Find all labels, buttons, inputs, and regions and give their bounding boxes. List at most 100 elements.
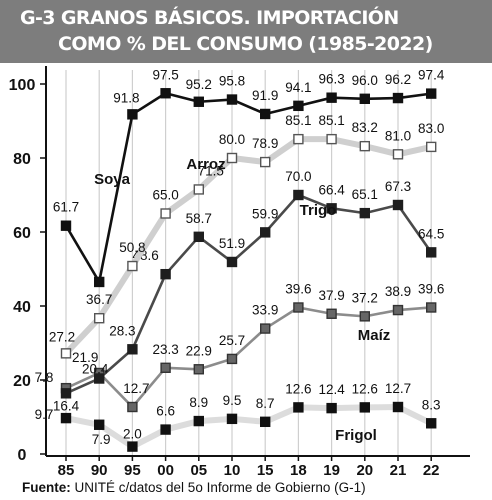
data-label-trigo: 16.4 (53, 398, 80, 413)
data-label-maiz: 37.9 (318, 288, 344, 303)
series-line-arroz (63, 136, 432, 356)
data-label-arroz: 65.0 (152, 188, 178, 203)
data-label-arroz: 83.0 (418, 121, 444, 136)
data-label-trigo: 66.4 (318, 182, 345, 197)
data-label-arroz: 85.1 (318, 113, 344, 128)
data-point-frigol (392, 401, 404, 413)
data-label-trigo: 64.5 (418, 226, 444, 241)
data-point-soya (392, 92, 404, 104)
data-point-maiz (260, 323, 271, 334)
data-label-maiz: 33.9 (252, 303, 278, 318)
data-label-soya: 96.0 (352, 73, 378, 88)
data-point-arroz (426, 141, 437, 153)
data-label-arroz: 81.0 (385, 128, 411, 143)
data-point-soya (93, 276, 105, 288)
data-point-soya (426, 88, 437, 99)
data-label-arroz: 50.8 (119, 240, 145, 255)
x-tick-label: 22 (423, 462, 440, 479)
data-label-maiz: 7.8 (35, 370, 54, 385)
chart-title-line1: G-3 GRANOS BÁSICOS. IMPORTACIÓN (20, 7, 399, 29)
data-point-trigo (127, 344, 138, 355)
data-point-frigol (127, 441, 138, 452)
data-point-trigo (60, 388, 72, 399)
data-point-frigol (160, 424, 171, 435)
data-label-frigol: 9.5 (223, 393, 242, 408)
series-name-soya: Soya (94, 171, 131, 188)
data-label-arroz: 85.1 (285, 113, 311, 128)
data-label-frigol: 9.7 (35, 407, 54, 422)
data-point-arroz (326, 133, 337, 145)
y-tick-label: 0 (18, 447, 27, 464)
data-label-soya: 95.2 (186, 77, 212, 92)
data-point-arroz (226, 152, 238, 164)
data-label-trigo: 20.4 (82, 362, 109, 377)
data-point-maiz (326, 308, 337, 319)
data-point-arroz (160, 208, 171, 219)
data-point-trigo (392, 199, 404, 211)
series-name-arroz: Arroz (186, 156, 225, 173)
data-label-arroz: 78.9 (252, 136, 278, 151)
data-point-arroz (260, 156, 271, 168)
data-point-maiz (160, 362, 171, 373)
data-label-trigo: 70.0 (285, 169, 311, 184)
y-tick-label: 80 (13, 151, 31, 168)
data-label-trigo: 58.7 (186, 211, 212, 226)
data-label-maiz: 25.7 (219, 333, 245, 348)
chart-title-line2: COMO % DEL CONSUMO (1985-2022) (58, 33, 433, 55)
data-point-arroz (60, 348, 72, 359)
data-label-trigo: 59.9 (252, 206, 278, 221)
series-name-trigo: Trigo (300, 202, 337, 219)
data-label-frigol: 8.9 (189, 395, 208, 410)
data-point-soya (127, 109, 138, 120)
data-point-arroz (93, 313, 105, 324)
data-label-frigol: 6.6 (156, 404, 175, 419)
data-point-frigol (359, 402, 370, 413)
data-label-trigo: 67.3 (385, 179, 411, 194)
data-point-arroz (293, 133, 304, 145)
series-name-frigol: Frigol (335, 427, 377, 444)
source-text: UNITÉ c/datos del 5o Informe de Gobierno… (74, 480, 366, 495)
data-label-frigol: 7.9 (92, 432, 111, 447)
data-label-frigol: 12.7 (385, 381, 411, 396)
data-point-trigo (326, 203, 337, 214)
data-point-frigol (193, 415, 205, 427)
data-label-trigo: 65.1 (352, 187, 378, 202)
data-label-soya: 97.5 (152, 67, 178, 82)
data-point-frigol (93, 419, 105, 430)
data-label-soya: 94.1 (285, 80, 311, 95)
x-tick-label: 85 (58, 462, 75, 479)
data-label-arroz: 80.0 (219, 132, 245, 147)
data-label-maiz: 12.7 (123, 381, 149, 396)
line-chart: 0 20 40 60 80 100 85 90 95 00 05 10 15 18 19 20 21 22 9.7 7… (9, 66, 470, 479)
x-tick-label: 90 (91, 462, 108, 479)
series-name-maiz: Maíz (358, 327, 391, 344)
series-line-maiz (65, 306, 432, 409)
data-label-trigo: 51.9 (219, 236, 245, 251)
data-point-soya (359, 93, 370, 105)
data-label-maiz: 22.9 (186, 343, 212, 358)
data-point-trigo (293, 189, 304, 201)
data-label-soya: 97.4 (418, 68, 445, 83)
data-label-frigol: 12.4 (318, 382, 345, 397)
y-tick-label: 100 (9, 77, 36, 94)
data-point-maiz (127, 401, 138, 413)
x-tick-label: 19 (323, 462, 340, 479)
data-label-soya: 91.9 (252, 88, 278, 103)
data-label-frigol: 8.7 (256, 396, 275, 411)
data-point-frigol (293, 402, 304, 413)
data-label-soya: 96.3 (318, 72, 344, 87)
data-label-soya: 91.8 (113, 90, 139, 105)
data-label-arroz: 36.7 (86, 292, 112, 307)
data-point-soya (293, 100, 304, 112)
data-label-arroz: 83.2 (352, 120, 378, 135)
data-point-arroz (127, 260, 138, 272)
data-point-trigo (160, 268, 171, 280)
data-point-arroz (392, 149, 404, 160)
data-point-soya (260, 108, 271, 120)
data-point-trigo (260, 227, 271, 238)
data-point-trigo (193, 231, 205, 243)
y-tick-label: 20 (13, 373, 31, 390)
series-line-frigol (65, 404, 433, 450)
y-tick-label: 60 (13, 225, 31, 242)
x-tick-label: 05 (190, 462, 207, 479)
